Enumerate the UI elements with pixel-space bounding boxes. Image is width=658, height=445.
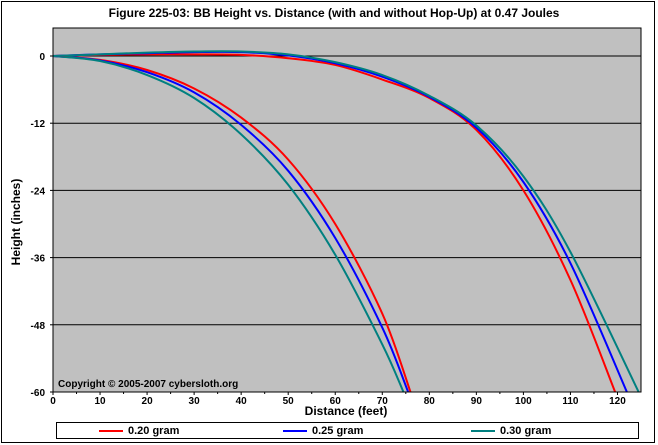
series-line-no-hop-0 bbox=[52, 55, 412, 393]
y-tick-label: -60 bbox=[31, 388, 46, 399]
y-tick-label: 0 bbox=[39, 52, 45, 63]
legend-swatch-teal bbox=[471, 429, 495, 432]
x-tick-label: 10 bbox=[94, 396, 106, 407]
x-tick-label: 110 bbox=[562, 396, 579, 407]
series-line-hop-up-5 bbox=[52, 50, 640, 393]
y-axis-label: Height (inches) bbox=[9, 179, 23, 266]
x-tick-label: 20 bbox=[142, 396, 154, 407]
chart-title: Figure 225-03: BB Height vs. Distance (w… bbox=[109, 6, 560, 20]
legend-swatch-red bbox=[99, 429, 123, 432]
x-tick-labels: 0 10 20 30 40 50 60 70 80 90 100 110 120 bbox=[50, 396, 626, 407]
legend-item-0.25-gram: 0.25 gram bbox=[283, 423, 363, 438]
x-tick-label: 50 bbox=[283, 396, 295, 407]
legend-label: 0.30 gram bbox=[500, 424, 552, 437]
gridlines bbox=[53, 55, 641, 326]
x-tick-label: 80 bbox=[424, 396, 436, 407]
x-tick-label: 100 bbox=[515, 396, 532, 407]
axes bbox=[50, 28, 641, 395]
y-tick-label: -24 bbox=[31, 186, 46, 197]
legend-swatch-blue bbox=[283, 429, 307, 432]
legend-item-0.30-gram: 0.30 gram bbox=[471, 423, 551, 438]
legend: 0.20 gram 0.25 gram 0.30 gram bbox=[56, 422, 639, 439]
x-tick-label: 60 bbox=[330, 396, 342, 407]
x-axis-label: Distance (feet) bbox=[305, 404, 388, 418]
x-tick-label: 0 bbox=[50, 396, 56, 407]
plot-area bbox=[52, 27, 642, 393]
y-tick-label: -36 bbox=[31, 254, 46, 265]
x-tick-label: 90 bbox=[471, 396, 483, 407]
series-line-no-hop-1 bbox=[52, 55, 410, 393]
y-tick-label: -12 bbox=[31, 119, 46, 130]
y-tick-labels: 0 -12 -24 -36 -48 -60 bbox=[31, 52, 46, 399]
legend-label: 0.25 gram bbox=[312, 424, 364, 437]
series-line-hop-up-3 bbox=[52, 53, 617, 393]
x-tick-label: 40 bbox=[236, 396, 248, 407]
copyright-annotation: Copyright © 2005-2007 cybersloth.org bbox=[58, 379, 238, 390]
legend-label: 0.20 gram bbox=[128, 424, 180, 437]
x-tick-label: 70 bbox=[377, 396, 389, 407]
x-tick-label: 30 bbox=[189, 396, 201, 407]
series-group bbox=[52, 50, 640, 393]
legend-item-0.20-gram: 0.20 gram bbox=[99, 423, 179, 438]
series-line-no-hop-2 bbox=[52, 55, 405, 393]
y-tick-label: -48 bbox=[31, 321, 46, 332]
x-tick-label: 120 bbox=[609, 396, 626, 407]
